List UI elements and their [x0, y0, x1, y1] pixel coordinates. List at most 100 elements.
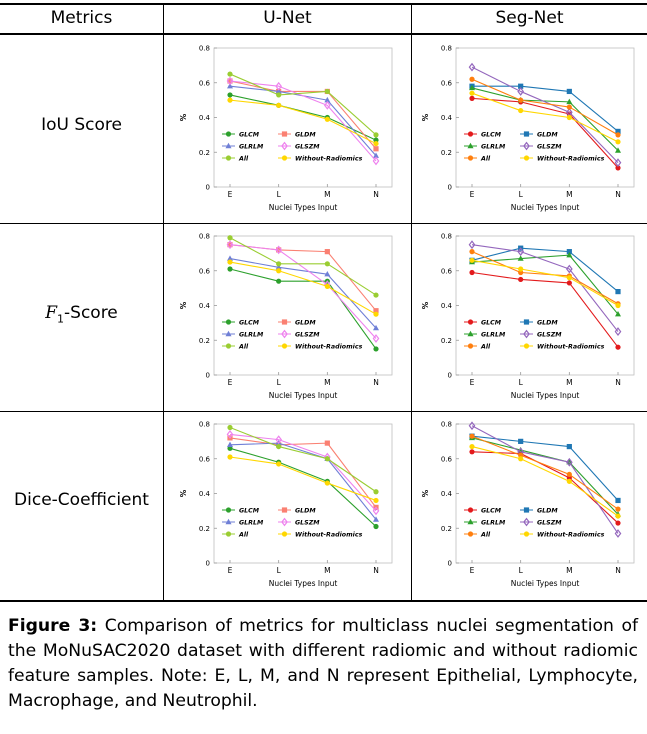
series-all: [227, 71, 379, 138]
legend-marker: [225, 142, 232, 149]
series-line: [229, 237, 377, 296]
series-line: [229, 99, 377, 145]
legend-marker: [523, 517, 530, 527]
y-tick-label: 0.6: [441, 79, 453, 87]
series-line: [471, 97, 619, 169]
data-point: [469, 269, 475, 276]
legend-label: All: [480, 344, 491, 351]
x-tick-label: L: [277, 378, 282, 387]
series-line: [471, 437, 619, 515]
data-point: [373, 489, 379, 495]
series-glszm: [468, 240, 622, 336]
row-rule-2: [0, 411, 647, 412]
y-tick-label: 0: [448, 372, 452, 380]
series-line: [229, 244, 377, 339]
f1-suffix: -Score: [64, 303, 118, 323]
y-tick-label: 0.2: [199, 525, 210, 533]
data-point: [227, 424, 233, 431]
top-rule: [0, 3, 647, 5]
legend-label: GLRLM: [239, 332, 264, 339]
legend: GLCM GLDM GLRLM GLSZM All Without-Radiomics: [464, 507, 605, 539]
data-point: [566, 280, 572, 286]
data-point: [566, 249, 572, 255]
data-point: [517, 247, 525, 257]
legend-marker: [225, 343, 232, 349]
data-point: [275, 81, 283, 91]
legend-marker: [281, 517, 288, 527]
data-point: [615, 147, 621, 153]
header-rule: [0, 33, 647, 35]
legend-label: All: [238, 156, 249, 163]
legend-label: Without-Radiomics: [537, 343, 605, 351]
legend-marker: [281, 319, 288, 325]
legend: GLCM GLDM GLRLM GLSZM All Without-Radiomics: [222, 507, 363, 539]
legend-marker: [523, 155, 530, 161]
data-point: [324, 480, 330, 486]
data-point: [566, 104, 572, 110]
data-point: [615, 139, 621, 145]
legend-label: Without-Radiomics: [537, 155, 605, 163]
data-point: [518, 266, 524, 272]
data-point: [227, 83, 233, 89]
series-glszm: [226, 76, 380, 166]
data-point: [517, 255, 524, 261]
data-point: [373, 324, 379, 331]
y-tick-label: 0.4: [441, 114, 453, 122]
legend-label: GLCM: [481, 320, 502, 327]
x-axis-label: Nuclei Types Input: [511, 203, 580, 212]
x-tick-label: E: [470, 190, 475, 199]
x-tick-label: L: [519, 190, 524, 199]
y-axis-label: %: [421, 301, 430, 309]
legend-marker: [281, 531, 288, 537]
data-point: [324, 456, 330, 462]
data-point: [517, 87, 525, 96]
y-tick-label: 0.8: [199, 233, 210, 241]
x-tick-label: E: [470, 378, 475, 387]
legend-label: GLRLM: [481, 520, 506, 527]
series-without-radiomics: [227, 454, 379, 504]
x-tick-label: N: [373, 378, 379, 387]
legend-label: GLCM: [481, 508, 502, 515]
series-glszm: [468, 62, 622, 168]
series-without-radiomics: [469, 90, 621, 145]
data-point: [469, 449, 475, 455]
x-axis-label: Nuclei Types Input: [269, 391, 338, 400]
series-without-radiomics: [227, 259, 379, 317]
header-unet: U-Net: [263, 8, 312, 28]
y-tick-label: 0.8: [441, 421, 452, 429]
legend: GLCM GLDM GLRLM GLSZM All Without-Radiomics: [222, 319, 363, 351]
data-point: [373, 516, 379, 522]
plot-area: [455, 235, 635, 376]
header-metrics: Metrics: [50, 8, 113, 28]
series-glcm: [469, 269, 621, 350]
y-tick-label: 0.2: [199, 149, 210, 157]
y-tick-label: 0.4: [441, 302, 453, 310]
legend-label: GLSZM: [537, 520, 562, 527]
chart-iou-segnet: 0 0.2 0.4 0.6 0.8 E L M N Nuclei Types Input% GLCM…: [421, 45, 635, 212]
data-point: [373, 311, 379, 317]
row-label-f1: F1-Score: [0, 303, 163, 325]
data-point: [615, 520, 621, 526]
data-point: [615, 310, 621, 317]
data-point: [373, 523, 379, 530]
legend-label: GLDM: [537, 320, 558, 327]
data-point: [373, 308, 379, 314]
series-glrlm: [227, 255, 379, 331]
series-line: [229, 258, 377, 329]
series-line: [471, 244, 619, 332]
series-line: [229, 442, 377, 520]
y-tick-label: 0: [448, 560, 452, 568]
series-line: [229, 268, 377, 350]
legend-label: GLSZM: [537, 332, 562, 339]
legend-label: All: [238, 532, 249, 539]
series-line: [229, 261, 377, 315]
series-line: [471, 92, 619, 143]
y-tick-label: 0.8: [441, 45, 452, 53]
series-line: [229, 426, 377, 493]
plot-area: [455, 423, 635, 564]
data-point: [615, 128, 621, 134]
legend-marker: [225, 155, 232, 161]
data-point: [566, 98, 573, 105]
data-point: [566, 88, 572, 95]
series-line: [229, 456, 377, 501]
